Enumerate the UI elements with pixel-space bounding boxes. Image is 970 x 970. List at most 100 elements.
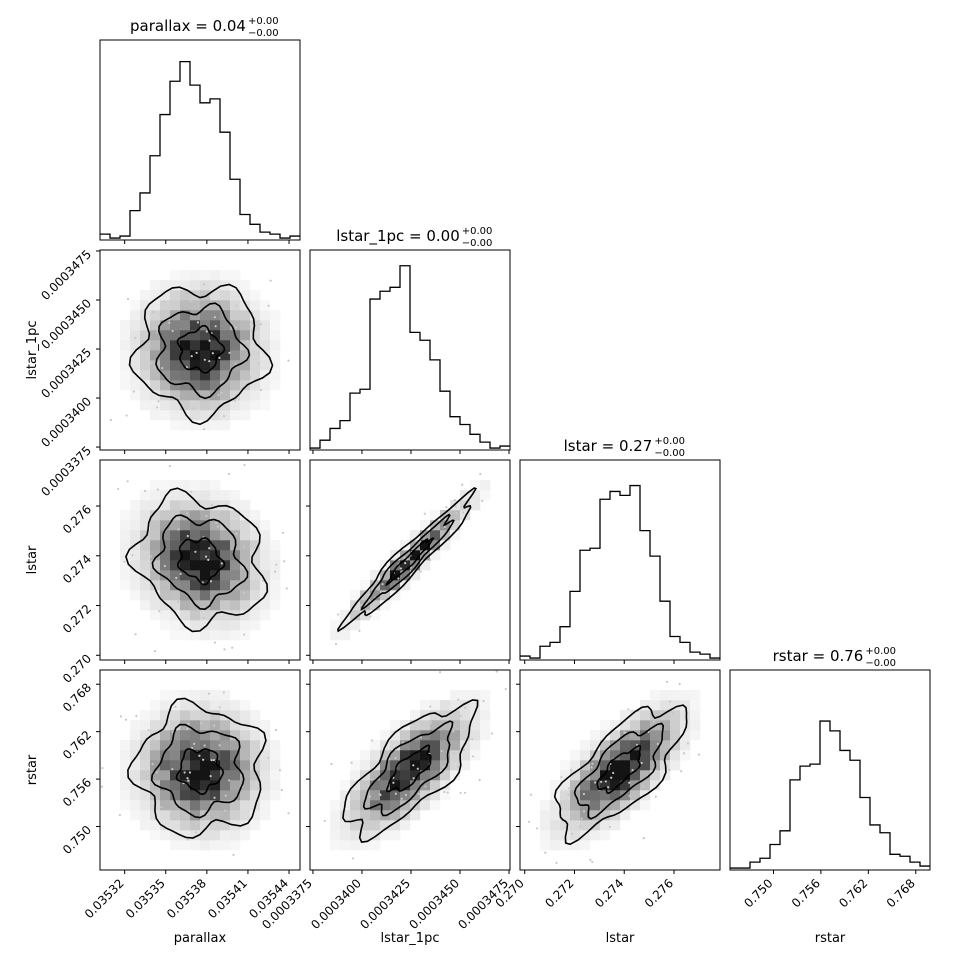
density-cell — [120, 330, 131, 341]
density-cell — [240, 510, 251, 521]
sample-point — [461, 483, 464, 486]
sample-point — [423, 512, 426, 515]
sample-point — [403, 556, 406, 559]
density-cell — [460, 690, 471, 701]
panel-frame — [519, 669, 721, 871]
density-cell — [240, 820, 251, 831]
sample-point — [590, 766, 593, 769]
density-cell — [200, 600, 211, 611]
density-cell — [340, 620, 351, 631]
density-cell — [630, 720, 641, 731]
sample-point — [479, 472, 482, 476]
density-cell — [230, 550, 241, 561]
density-cell — [220, 320, 231, 331]
sample-point — [414, 539, 417, 543]
density-cell — [160, 750, 171, 761]
density-cell — [180, 410, 191, 421]
density-cell — [190, 330, 201, 341]
density-cell — [230, 700, 241, 711]
density-cell — [170, 320, 181, 331]
density-cell — [190, 730, 201, 741]
sample-point — [177, 528, 180, 531]
density-cell — [690, 690, 701, 701]
density-cell — [190, 720, 201, 731]
density-cell — [240, 330, 251, 341]
x-tick-label: 0.0003400 — [308, 876, 364, 932]
density-cell — [220, 630, 231, 641]
density-cell — [200, 760, 211, 771]
density-cell — [220, 330, 231, 341]
density-cell — [450, 530, 461, 541]
contour-line — [125, 487, 269, 633]
density-cell — [210, 710, 221, 721]
sample-point — [155, 406, 159, 409]
density-cell — [430, 550, 441, 561]
density-cell — [140, 300, 151, 311]
density-cell — [160, 690, 171, 701]
density-cell — [120, 540, 131, 551]
density-cell — [190, 320, 201, 331]
sample-point — [189, 300, 192, 303]
density-cell — [560, 800, 571, 811]
histogram-bar — [900, 856, 910, 870]
density-cell — [600, 730, 611, 741]
sample-point — [211, 352, 214, 355]
density-cell — [180, 290, 191, 301]
sample-point — [374, 605, 377, 608]
histogram-bar — [780, 831, 790, 870]
sample-point — [195, 831, 198, 834]
sample-point — [190, 490, 193, 493]
x-tick-label: 0.750 — [741, 876, 775, 910]
density-cell — [190, 300, 201, 311]
density-cell — [180, 510, 191, 521]
density-cell — [400, 800, 411, 811]
density-cell — [400, 740, 411, 751]
density-cell — [170, 270, 181, 281]
density-cell — [190, 480, 201, 491]
density-cell — [150, 410, 161, 421]
sample-point — [445, 506, 448, 509]
density-cell — [230, 300, 241, 311]
density-cell — [440, 510, 451, 521]
sample-point — [490, 732, 494, 735]
density-cell — [130, 550, 141, 561]
sample-point — [151, 310, 155, 314]
density-cell — [200, 550, 211, 561]
density-cell — [360, 840, 371, 851]
sample-point — [323, 819, 326, 823]
density-cell — [230, 600, 241, 611]
sample-point — [495, 670, 498, 673]
density-cell — [380, 760, 391, 771]
density-cell — [460, 760, 471, 771]
density-cell — [220, 370, 231, 381]
density-cell — [150, 740, 161, 751]
density-cell — [230, 380, 241, 391]
density-cell — [630, 790, 641, 801]
density-cell — [180, 750, 191, 761]
density-cell — [620, 720, 631, 731]
sample-point — [387, 749, 390, 752]
density-cell — [420, 780, 431, 791]
sample-point — [155, 771, 159, 774]
density-cell — [150, 570, 161, 581]
density-cell — [540, 840, 551, 851]
density-cell — [390, 590, 401, 601]
sample-point — [224, 794, 227, 797]
density-cell — [230, 800, 241, 811]
sample-point — [144, 489, 147, 493]
sample-point — [156, 488, 159, 491]
density-cell — [180, 360, 191, 371]
density-cell — [430, 780, 441, 791]
density-cell — [190, 530, 201, 541]
density-cell — [470, 730, 481, 741]
histogram-bar — [660, 601, 670, 660]
density-cell — [200, 730, 211, 741]
density-cell — [250, 520, 261, 531]
density-cell — [670, 690, 681, 701]
density-cell — [420, 540, 431, 551]
density-cell — [450, 520, 461, 531]
sample-point — [304, 693, 306, 695]
histogram-panel-lstar: lstar = 0.27 +0.00−0.00 — [519, 436, 721, 661]
x-axis-label: lstar_1pc — [381, 931, 440, 946]
density-cell — [160, 510, 171, 521]
